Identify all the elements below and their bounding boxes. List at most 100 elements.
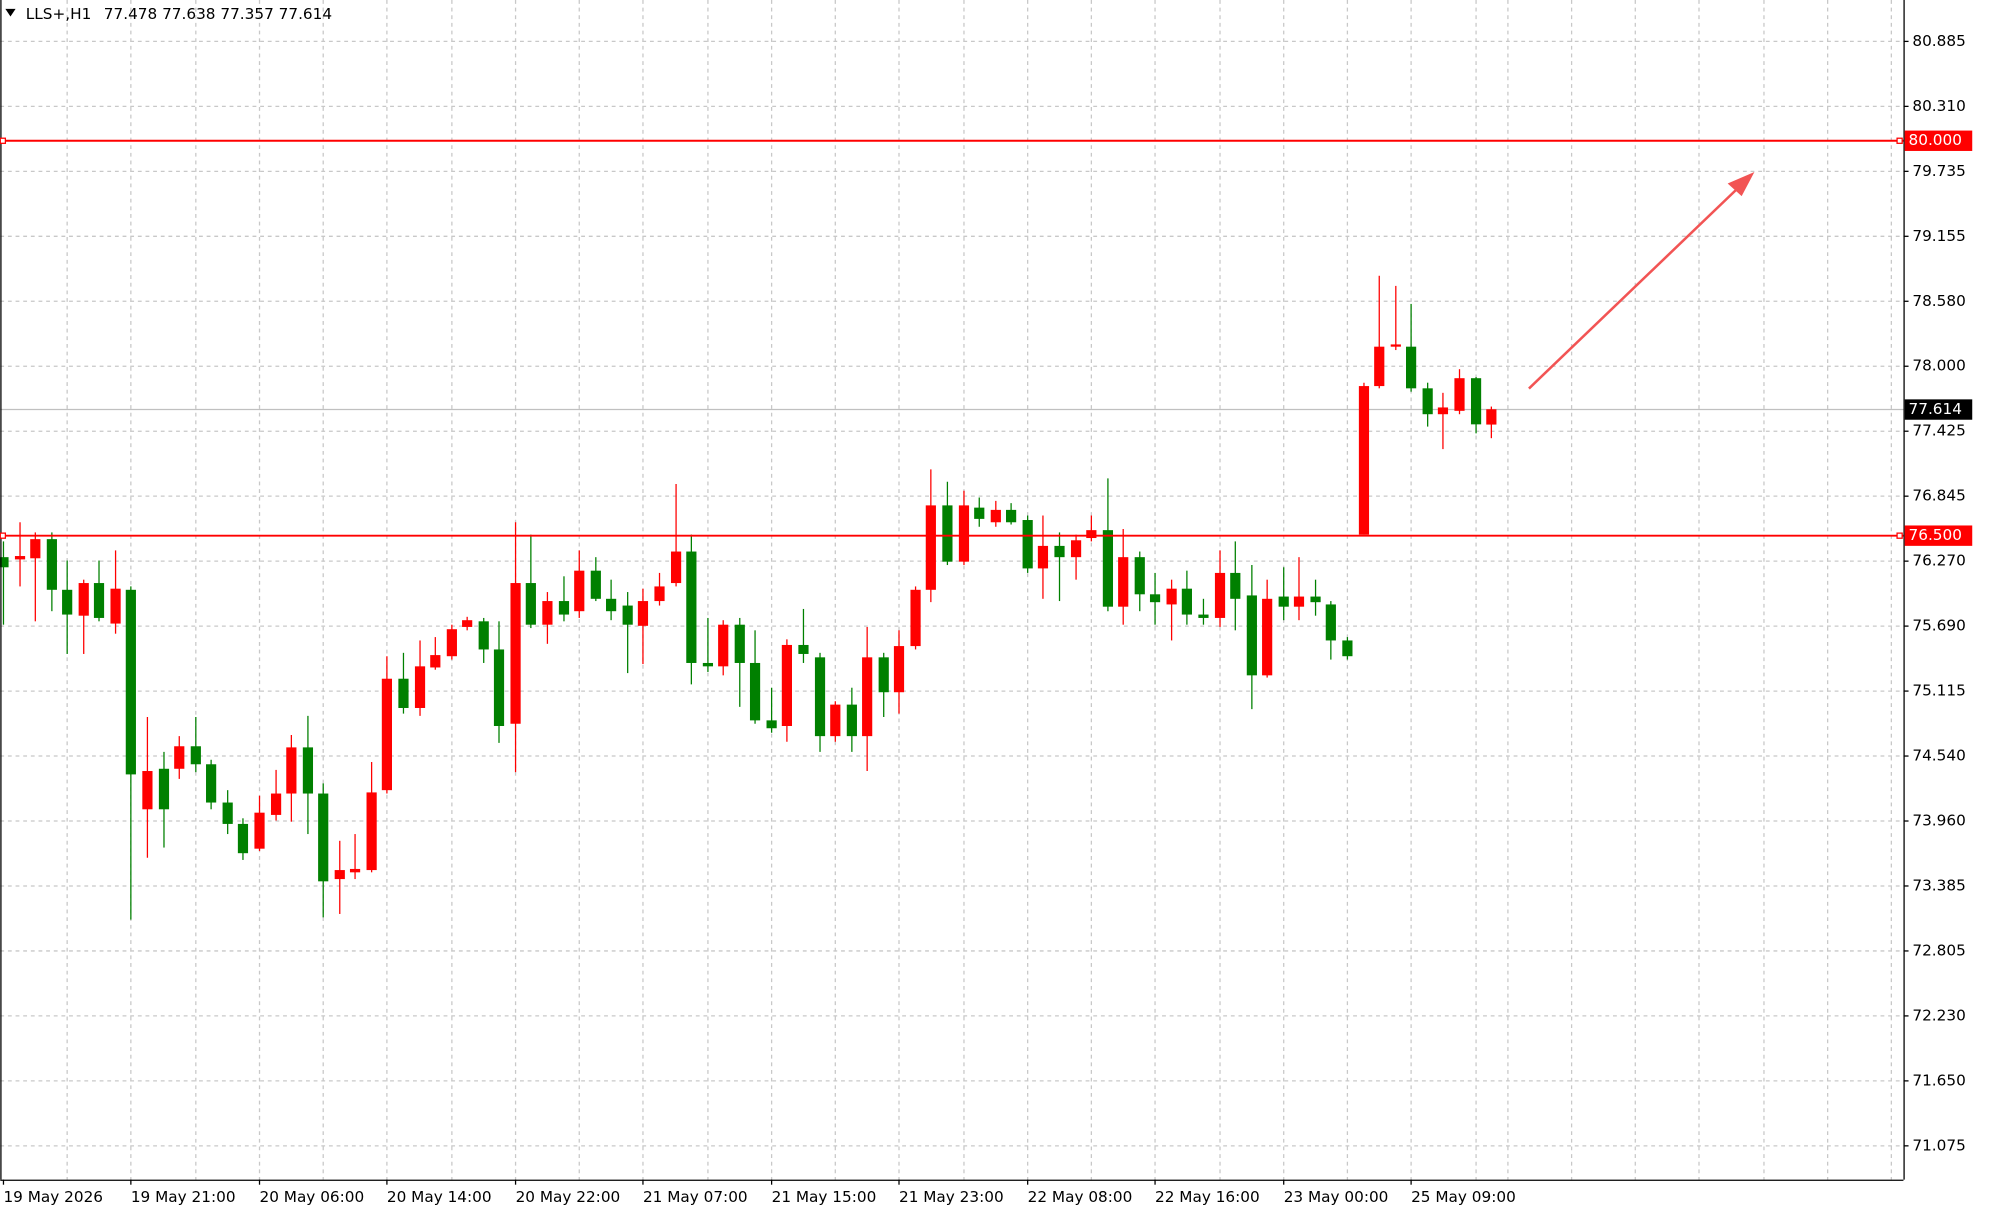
candle-body [1006,509,1017,523]
candle-body [142,771,153,810]
level-handle [1896,532,1903,539]
candle-body [814,657,826,737]
header-close: 77.614 [279,5,332,23]
level-label-box [1904,525,1973,546]
last-price-label: 77.614 [1909,400,1962,418]
candle-body [174,746,185,769]
candle-body [766,720,777,729]
candle-body [942,505,953,562]
x-tick-label: 22 May 16:00 [1155,1188,1260,1206]
candle-body [718,624,729,667]
last-price-box [1904,399,1973,420]
header-high: 77.638 [162,5,215,23]
candle-body [525,583,536,625]
candle-body [686,551,697,663]
candle-body [590,570,601,599]
candle-body [1454,378,1465,411]
candle-body [974,507,985,519]
candle-body [254,812,265,849]
y-tick-label: 80.310 [1912,97,1965,115]
candle-body [574,570,585,612]
candle-body [286,747,297,794]
candle-body [1230,572,1241,599]
y-tick-label: 73.960 [1912,812,1965,830]
candle-body [558,601,570,615]
candle-body [893,646,905,693]
y-tick-label: 75.115 [1912,682,1965,700]
trend-arrow [1528,179,1747,390]
candle-body [1134,557,1145,595]
level-label: 76.500 [1909,526,1962,544]
candle-body [830,704,841,737]
candle-body [414,666,426,708]
candle-body [398,678,409,708]
candle-body [1310,596,1321,603]
candle-body [910,589,921,647]
candle-body [30,539,41,559]
y-tick-label: 76.270 [1912,552,1965,570]
candle-body [781,644,792,726]
candle-body [1437,407,1449,415]
candle-body [430,655,441,668]
candle-body [1325,604,1336,641]
candle-body [78,583,89,616]
candle-body [270,793,282,815]
candle-body [670,551,682,584]
candle-body [846,704,857,737]
x-tick-label: 20 May 22:00 [516,1188,621,1206]
candle-body [0,557,9,568]
level-label: 80.000 [1909,131,1962,149]
candle-body [125,589,136,775]
symbol: LLS+,H1 [26,5,92,23]
x-tick-label: 21 May 23:00 [899,1188,1004,1206]
y-tick-label: 79.735 [1912,162,1965,180]
x-tick-label: 25 May 09:00 [1411,1188,1516,1206]
candle-body [702,662,714,667]
candle-body [1037,545,1049,569]
y-tick-label: 80.885 [1912,32,1965,50]
candle-body [1149,594,1161,603]
candle-body [462,620,473,627]
candle-body [1181,588,1192,615]
chart-header: LLS+,H1 77.478 77.638 77.357 77.614 [26,5,332,23]
candles [0,275,1497,920]
candle-body [93,583,105,618]
candle-body [654,586,665,602]
y-tick-label: 74.540 [1912,747,1965,765]
candle-body [862,657,873,737]
candle-body [798,644,809,654]
candle-body [302,747,314,794]
candle-body [958,505,970,562]
candle-body [1054,545,1065,558]
candle-body [1278,596,1289,607]
x-tick-label: 23 May 00:00 [1284,1188,1389,1206]
candle-body [1422,388,1433,415]
candle-body [1246,595,1257,676]
level-handle [1896,137,1903,144]
candle-body [190,746,201,765]
level-handle [0,532,7,539]
candle-body [62,589,73,615]
y-tick-label: 73.385 [1912,876,1965,894]
candle-body [1070,540,1082,558]
candle-body [990,509,1001,523]
level-label-box [1904,130,1973,151]
trend-arrow-head [1727,171,1755,197]
header-open: 77.478 [104,5,157,23]
candle-body [1342,640,1353,657]
y-tick-label: 72.805 [1912,941,1965,959]
candle-body [510,583,521,724]
candle-body [1102,530,1114,607]
y-tick-label: 71.075 [1912,1136,1965,1154]
candle-body [1118,557,1129,607]
candle-body [925,505,936,590]
candle-body [878,657,889,693]
candle-body [237,823,249,854]
candle-body [734,624,745,663]
candle-body [222,802,233,824]
candle-body [1374,346,1385,387]
header-icon [5,8,16,17]
